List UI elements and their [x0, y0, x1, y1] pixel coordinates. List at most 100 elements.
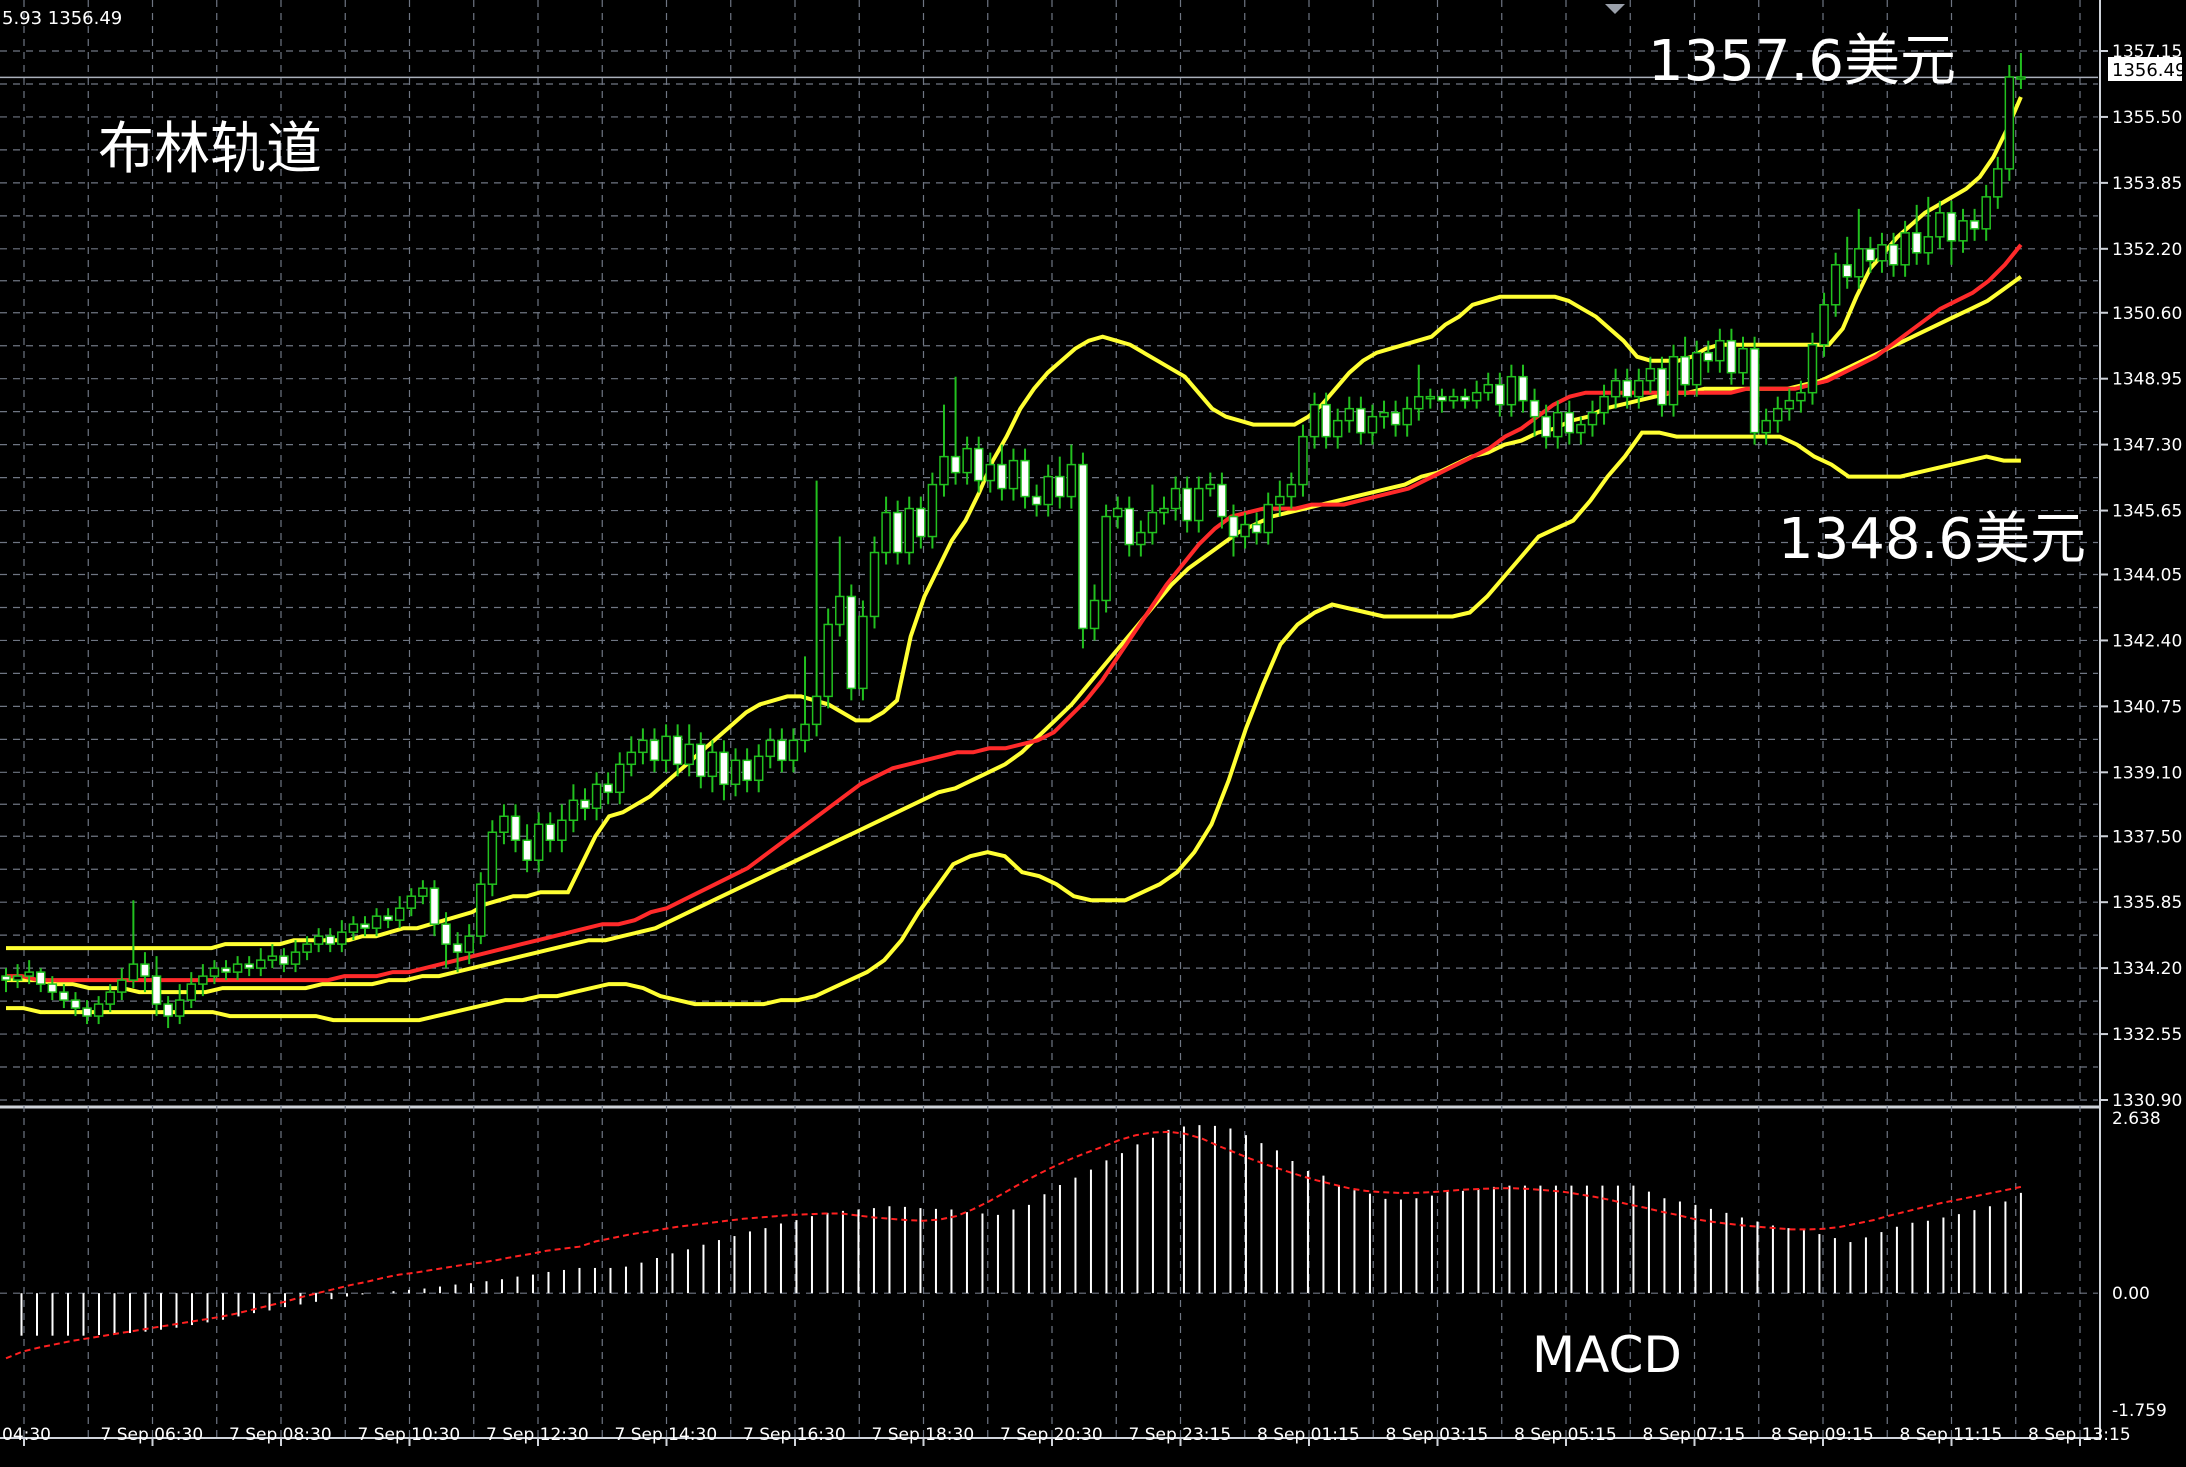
candle	[1784, 388, 1795, 421]
candle	[47, 976, 58, 1001]
candle-body	[441, 923, 451, 945]
candle-body	[1008, 459, 1019, 490]
candle	[1089, 584, 1100, 641]
candle-body	[1205, 483, 1216, 490]
price-tick-label: 1342.40	[2112, 631, 2182, 651]
candle-body	[1552, 411, 1563, 438]
candle	[1298, 424, 1308, 497]
candle-body	[1691, 351, 1702, 386]
candle-body	[1101, 515, 1111, 602]
time-tick-label: 7 Sep 08:30	[229, 1425, 332, 1445]
candle	[1796, 380, 1806, 413]
candle-body	[765, 739, 776, 758]
scroll-marker-icon[interactable]	[1605, 4, 1625, 14]
candle	[522, 824, 532, 873]
chart-title: 布林轨道	[98, 117, 322, 182]
candle	[1830, 252, 1841, 317]
candle-body	[1854, 248, 1864, 278]
candle-body	[533, 823, 544, 861]
candle-body	[1564, 411, 1575, 434]
candle	[1599, 384, 1609, 425]
candle	[418, 880, 428, 905]
candle-body	[1576, 423, 1586, 434]
candle	[1715, 328, 1725, 373]
candle-body	[1286, 483, 1297, 498]
candle-body	[1112, 507, 1123, 518]
candle	[777, 728, 787, 773]
candle-body	[846, 595, 857, 690]
candle	[198, 964, 208, 997]
candle	[1564, 400, 1575, 445]
candle-body	[1402, 407, 1412, 426]
candle-body	[1344, 407, 1355, 422]
candle-body	[24, 971, 34, 977]
candle	[858, 600, 868, 701]
candle-body	[174, 999, 185, 1017]
candle	[12, 964, 23, 989]
candle-body	[916, 507, 926, 538]
candle	[1055, 456, 1065, 509]
candle	[186, 972, 197, 1009]
current-price-tag	[2108, 57, 2182, 81]
price-tick-label: 1352.20	[2112, 240, 2182, 260]
candle	[1946, 200, 1957, 265]
time-tick-label: 8 Sep 13:15	[2028, 1425, 2131, 1445]
candle	[1668, 344, 1679, 417]
candle-body	[835, 595, 845, 626]
time-tick-label: 7 Sep 20:30	[1000, 1425, 1103, 1445]
candle-body	[557, 819, 567, 841]
candle-body	[973, 447, 984, 482]
candle	[545, 812, 556, 853]
candle-body	[1332, 419, 1343, 438]
time-tick-label: 7 Sep 10:30	[358, 1425, 461, 1445]
candle	[1228, 504, 1239, 557]
price-tick-label: 1335.85	[2112, 893, 2182, 913]
candle	[1332, 408, 1343, 449]
candle-body	[198, 975, 208, 985]
candle-body	[128, 963, 139, 981]
candle	[568, 784, 579, 833]
candle	[719, 740, 729, 801]
candle	[823, 608, 833, 709]
candle	[649, 728, 660, 773]
candle-body	[1830, 264, 1841, 306]
candle	[24, 960, 34, 985]
candle	[1367, 404, 1378, 445]
candle	[916, 496, 926, 549]
candle-body	[221, 967, 231, 973]
candle-body	[614, 763, 625, 794]
candle	[638, 728, 648, 765]
candle-body	[800, 723, 810, 742]
candle-body	[997, 463, 1007, 490]
candle-body	[1541, 415, 1551, 438]
candle-body	[371, 915, 382, 929]
candle-body	[672, 735, 683, 766]
candle-body	[1, 975, 11, 981]
candle-body	[638, 739, 648, 754]
candle	[209, 960, 220, 985]
grid-layer	[0, 0, 2101, 1440]
candle-body	[1796, 391, 1806, 402]
candle-body	[1217, 483, 1227, 518]
candle-body	[313, 935, 324, 945]
bollinger-lower-line	[6, 430, 2021, 1023]
candle-body	[476, 883, 486, 937]
candle-body	[1969, 220, 1980, 230]
candle-body	[730, 759, 741, 786]
candle-body	[1136, 531, 1146, 546]
candle	[1738, 336, 1748, 385]
candle-body	[1807, 343, 1818, 394]
candle-body	[1993, 168, 2003, 198]
candle-body	[1448, 395, 1459, 402]
candle	[557, 804, 567, 853]
candle-body	[279, 955, 289, 965]
candle	[1772, 396, 1783, 433]
candle-body	[858, 615, 868, 690]
candle-body	[985, 463, 996, 482]
candle	[70, 992, 81, 1017]
candle-body	[348, 923, 359, 933]
candle	[290, 940, 301, 973]
candle	[337, 920, 347, 953]
candle	[82, 1000, 92, 1025]
candle	[232, 956, 243, 981]
